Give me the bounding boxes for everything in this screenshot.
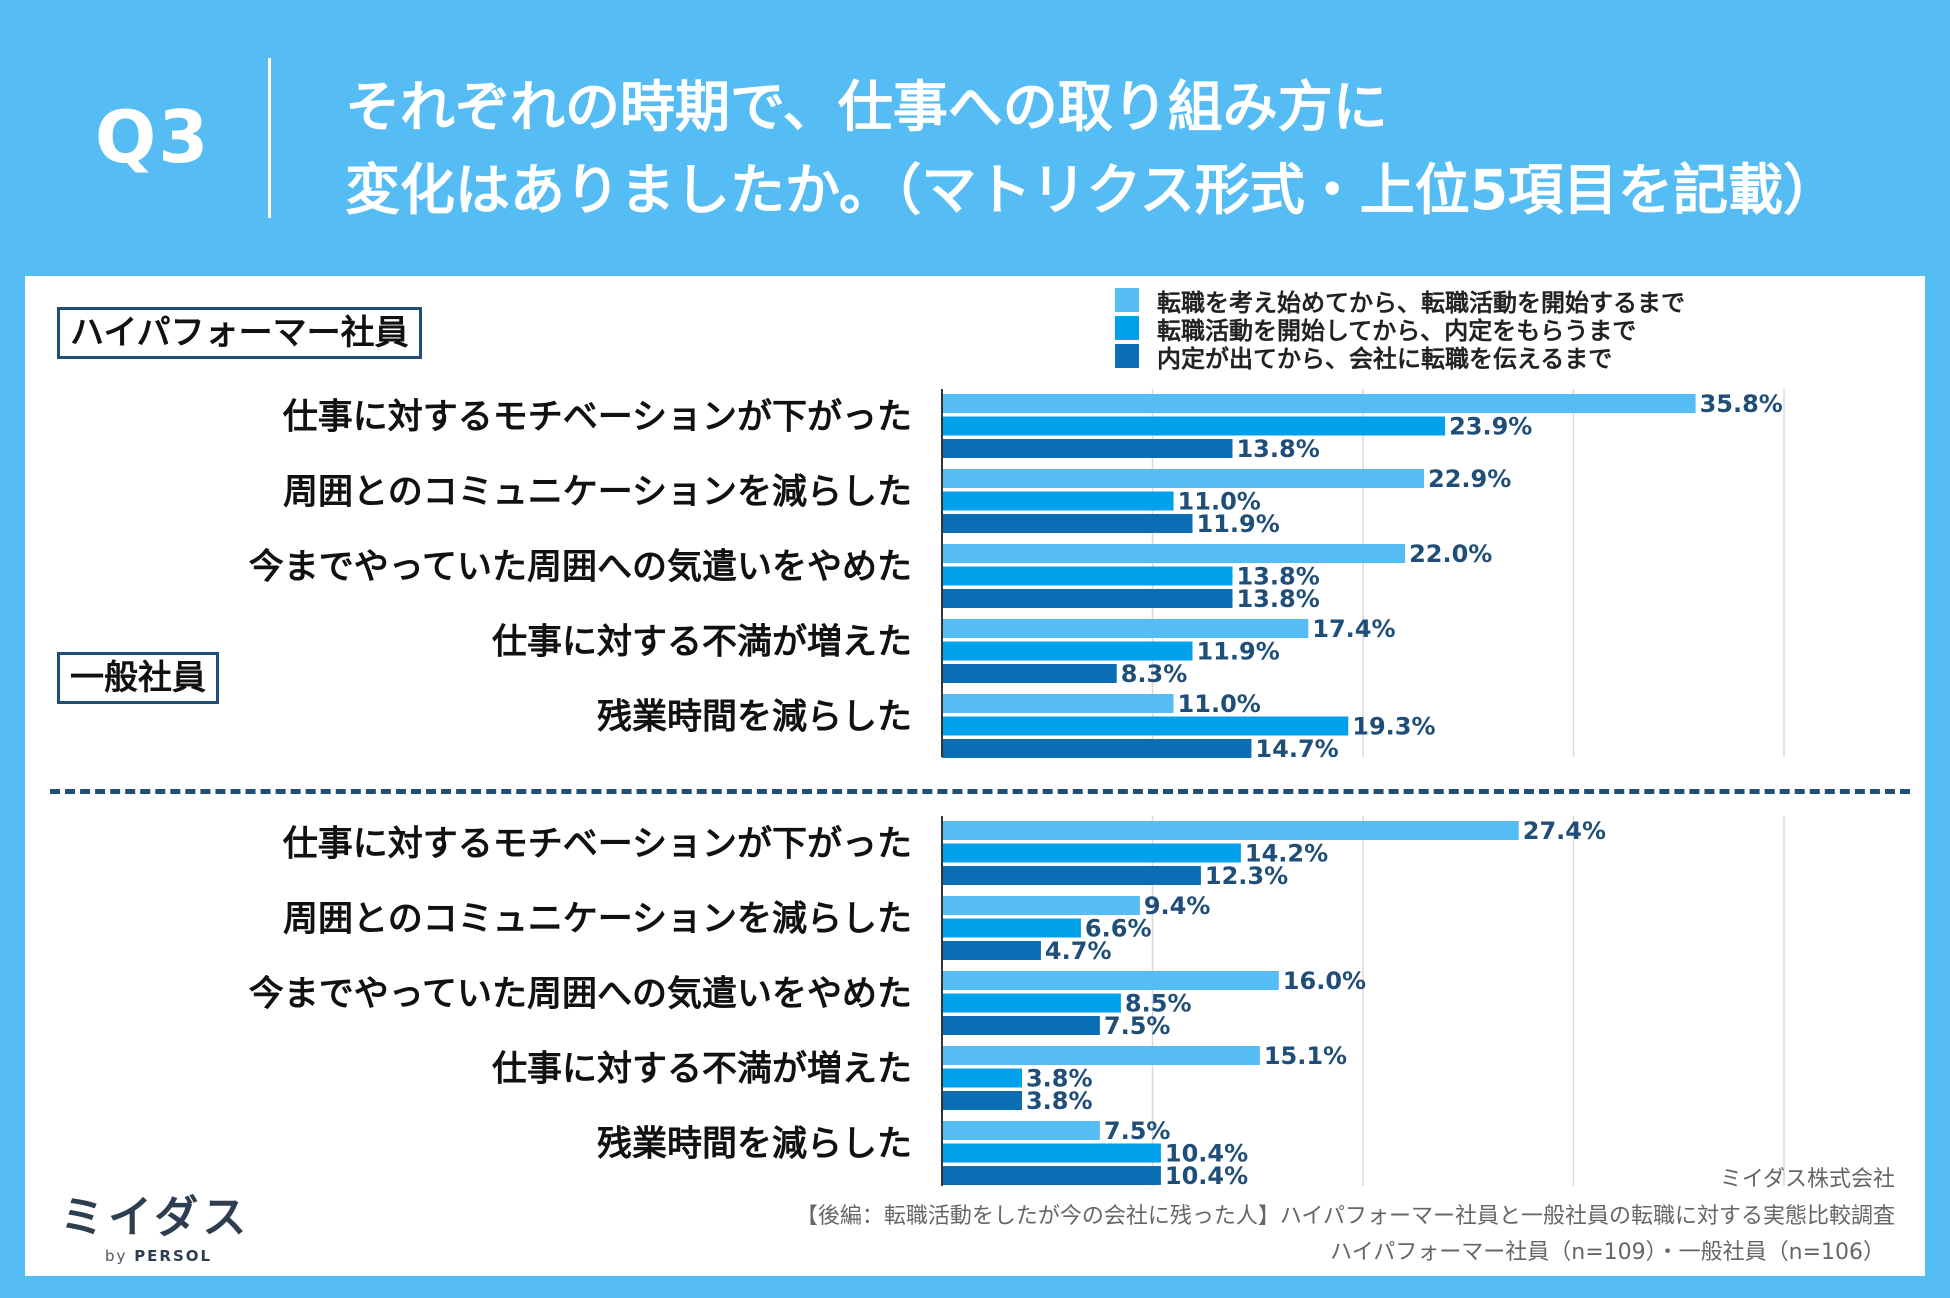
legend-swatch: [1115, 288, 1139, 312]
bar: [942, 439, 1233, 458]
footer-survey-title: 【後編：転職活動をしたが今の会社に残った人】ハイパフォーマー社員と一般社員の転職…: [795, 1204, 1895, 1229]
bar: [942, 821, 1519, 840]
category-label: 仕事に対する不満が増えた: [492, 1050, 912, 1090]
data-label: 13.8%: [1236, 563, 1319, 591]
legend-item: 転職を考え始めてから、転職活動を開始するまで: [1115, 286, 1685, 317]
legend-label: 転職を考え始めてから、転職活動を開始するまで: [1157, 288, 1685, 317]
chart-panel: 仕事に対するモチベーションが下がった 35.8% 23.9% 13.8% 周囲とのコミュ…: [25, 276, 1925, 1276]
data-label: 10.4%: [1165, 1162, 1248, 1190]
category-label: 仕事に対するモチベーションが下がった: [283, 825, 912, 865]
data-label: 8.5%: [1125, 990, 1192, 1018]
data-label: 14.7%: [1255, 735, 1338, 763]
bar: [942, 514, 1193, 533]
category-label: 残業時間を減らした: [597, 698, 912, 738]
data-label: 11.0%: [1178, 690, 1261, 718]
data-label: 15.1%: [1264, 1042, 1347, 1070]
category-label: 今までやっていた周囲への気遣いをやめた: [249, 975, 912, 1015]
bar: [942, 589, 1233, 608]
bar-chart: 仕事に対するモチベーションが下がった 35.8% 23.9% 13.8% 周囲とのコミュ…: [249, 389, 1785, 1190]
legend-swatch: [1115, 316, 1139, 340]
data-label: 22.9%: [1428, 465, 1511, 493]
data-label: 13.8%: [1236, 435, 1319, 463]
legend-label: 転職活動を開始してから、内定をもらうまで: [1157, 316, 1637, 345]
bar: [942, 1166, 1161, 1185]
footer-company: ミイダス株式会社: [1719, 1167, 1895, 1192]
bar: [942, 416, 1446, 436]
data-label: 8.3%: [1121, 660, 1188, 688]
question-number: Q3: [95, 95, 211, 179]
logo-byline: by PERSOL: [105, 1247, 250, 1265]
header: Q3 それぞれの時期で、仕事への取り組み方に 変化はありましたか。（マトリクス形…: [0, 0, 1950, 272]
logo-wordmark: ミイダス: [60, 1192, 251, 1243]
bar: [942, 1046, 1260, 1065]
category-label: 仕事に対する不満が増えた: [492, 623, 912, 663]
bar: [942, 971, 1279, 990]
bar: [942, 544, 1406, 563]
bar: [942, 1091, 1022, 1110]
legend-swatch: [1115, 344, 1139, 368]
bar: [942, 941, 1041, 960]
legend-item: 転職活動を開始してから、内定をもらうまで: [1115, 314, 1685, 345]
data-label: 22.0%: [1409, 540, 1492, 568]
legend-label: 内定が出てから、会社に転職を伝えるまで: [1157, 344, 1613, 373]
bar: [942, 866, 1201, 885]
logo-brand: PERSOL: [134, 1247, 213, 1265]
bar: [942, 1143, 1161, 1163]
data-label: 12.3%: [1205, 862, 1288, 890]
data-label: 6.6%: [1085, 915, 1152, 943]
section-divider: [50, 789, 1910, 794]
data-label: 13.8%: [1236, 585, 1319, 613]
data-label: 35.8%: [1700, 390, 1783, 418]
miidas-logo: ミイダス by PERSOL: [60, 1181, 250, 1265]
data-label: 11.0%: [1178, 488, 1261, 516]
bar: [942, 993, 1121, 1013]
data-label: 7.5%: [1104, 1012, 1171, 1040]
data-label: 3.8%: [1026, 1065, 1093, 1093]
bar: [942, 619, 1309, 638]
bar: [942, 716, 1349, 736]
data-label: 14.2%: [1245, 840, 1328, 868]
data-label: 4.7%: [1045, 937, 1112, 965]
bar: [942, 694, 1174, 713]
bar: [942, 664, 1117, 683]
footer-sample-size: ハイパフォーマー社員（n=109）・一般社員（n=106）: [1330, 1240, 1885, 1265]
data-label: 3.8%: [1026, 1087, 1093, 1115]
chart-legend: 転職を考え始めてから、転職活動を開始するまで 転職活動を開始してから、内定をもら…: [1115, 286, 1685, 373]
bar: [942, 739, 1252, 758]
section-label-high-performer: ハイパフォーマー社員: [57, 307, 422, 359]
bar: [942, 918, 1081, 938]
data-label: 27.4%: [1523, 817, 1606, 845]
data-label: 11.9%: [1196, 510, 1279, 538]
bar: [942, 491, 1174, 511]
data-label: 23.9%: [1449, 413, 1532, 441]
bar: [942, 843, 1241, 863]
logo-by: by: [105, 1247, 128, 1265]
data-label: 10.4%: [1165, 1140, 1248, 1168]
bar: [942, 469, 1425, 488]
bar: [942, 394, 1696, 413]
bar: [942, 1016, 1100, 1035]
header-divider: [268, 58, 271, 218]
data-label: 9.4%: [1144, 892, 1211, 920]
category-label: 残業時間を減らした: [597, 1125, 912, 1165]
category-label: 今までやっていた周囲への気遣いをやめた: [249, 548, 912, 588]
bar: [942, 641, 1193, 661]
data-label: 11.9%: [1196, 638, 1279, 666]
data-label: 7.5%: [1104, 1117, 1171, 1145]
data-label: 19.3%: [1352, 713, 1435, 741]
legend-item: 内定が出てから、会社に転職を伝えるまで: [1115, 342, 1685, 373]
question-title-line-1: それぞれの時期で、仕事への取り組み方に: [345, 75, 1388, 139]
data-label: 17.4%: [1312, 615, 1395, 643]
category-label: 周囲とのコミュニケーションを減らした: [283, 473, 912, 513]
bar: [942, 1121, 1100, 1140]
category-label: 周囲とのコミュニケーションを減らした: [283, 900, 912, 940]
bar: [942, 1068, 1022, 1088]
bar: [942, 566, 1233, 586]
section-label-general-employee: 一般社員: [57, 652, 219, 704]
category-label: 仕事に対するモチベーションが下がった: [283, 398, 912, 438]
question-title-line-2: 変化はありましたか。（マトリクス形式・上位5項目を記載）: [345, 158, 1839, 222]
bar: [942, 896, 1140, 915]
data-label: 16.0%: [1283, 967, 1366, 995]
